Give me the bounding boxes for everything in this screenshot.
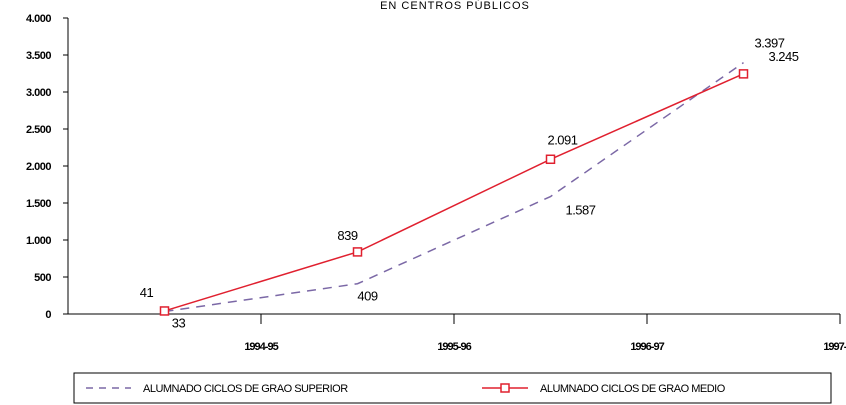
data-labels: 33 409 1.587 3.397 41 839 2.091 3.245 — [140, 36, 800, 331]
data-label-medio: 41 — [140, 285, 154, 300]
y-tick-label: 3.000 — [26, 87, 51, 99]
data-point-medio — [352, 247, 363, 257]
data-label-medio: 839 — [337, 228, 357, 243]
data-label-medio: 3.245 — [768, 49, 798, 64]
y-tick-label: 1.000 — [26, 235, 51, 247]
x-tick-label: 1994-95 — [244, 341, 278, 353]
series-layer — [159, 62, 749, 316]
chart-title: EN CENTROS PÚBLICOS — [380, 0, 530, 12]
legend-box — [73, 372, 832, 404]
y-tick-label: 1.500 — [26, 198, 51, 210]
y-tick-label: 3.500 — [26, 50, 51, 62]
legend-marker-medio — [500, 383, 510, 393]
data-label-superior: 33 — [172, 316, 186, 331]
legend-label-medio: ALUMNADO CICLOS DE GRAO MEDIO — [540, 383, 726, 395]
y-tick-label: 4.000 — [26, 13, 51, 25]
y-tick-label: 2.500 — [26, 124, 51, 136]
y-tick-label: 0 — [45, 309, 51, 321]
data-point-medio — [159, 306, 170, 316]
y-axis-ticks: 0 500 1.000 1.500 2.000 2.500 3.000 3.500 4.000 — [26, 13, 68, 321]
x-tick-label: 1995-96 — [437, 341, 471, 353]
legend: ALUMNADO CICLOS DE GRAO SUPERIOR ALUMNAD… — [73, 372, 832, 404]
y-tick-label: 2.000 — [26, 161, 51, 173]
x-tick-label: 1997-98 — [823, 341, 846, 353]
series-line-medio — [164, 73, 744, 312]
series-line-superior — [164, 62, 744, 313]
data-point-medio — [545, 154, 556, 165]
x-axis-ticks: 1994-95 1995-96 1996-97 1997-98 — [244, 314, 846, 353]
y-tick-label: 500 — [34, 272, 51, 284]
data-point-medio — [738, 69, 749, 79]
data-label-superior: 3.397 — [754, 36, 784, 51]
data-label-superior: 409 — [357, 289, 377, 304]
data-label-medio: 2.091 — [547, 132, 577, 147]
legend-label-superior: ALUMNADO CICLOS DE GRAO SUPERIOR — [143, 383, 348, 395]
data-label-superior: 1.587 — [565, 203, 595, 218]
x-tick-label: 1996-97 — [630, 341, 664, 353]
